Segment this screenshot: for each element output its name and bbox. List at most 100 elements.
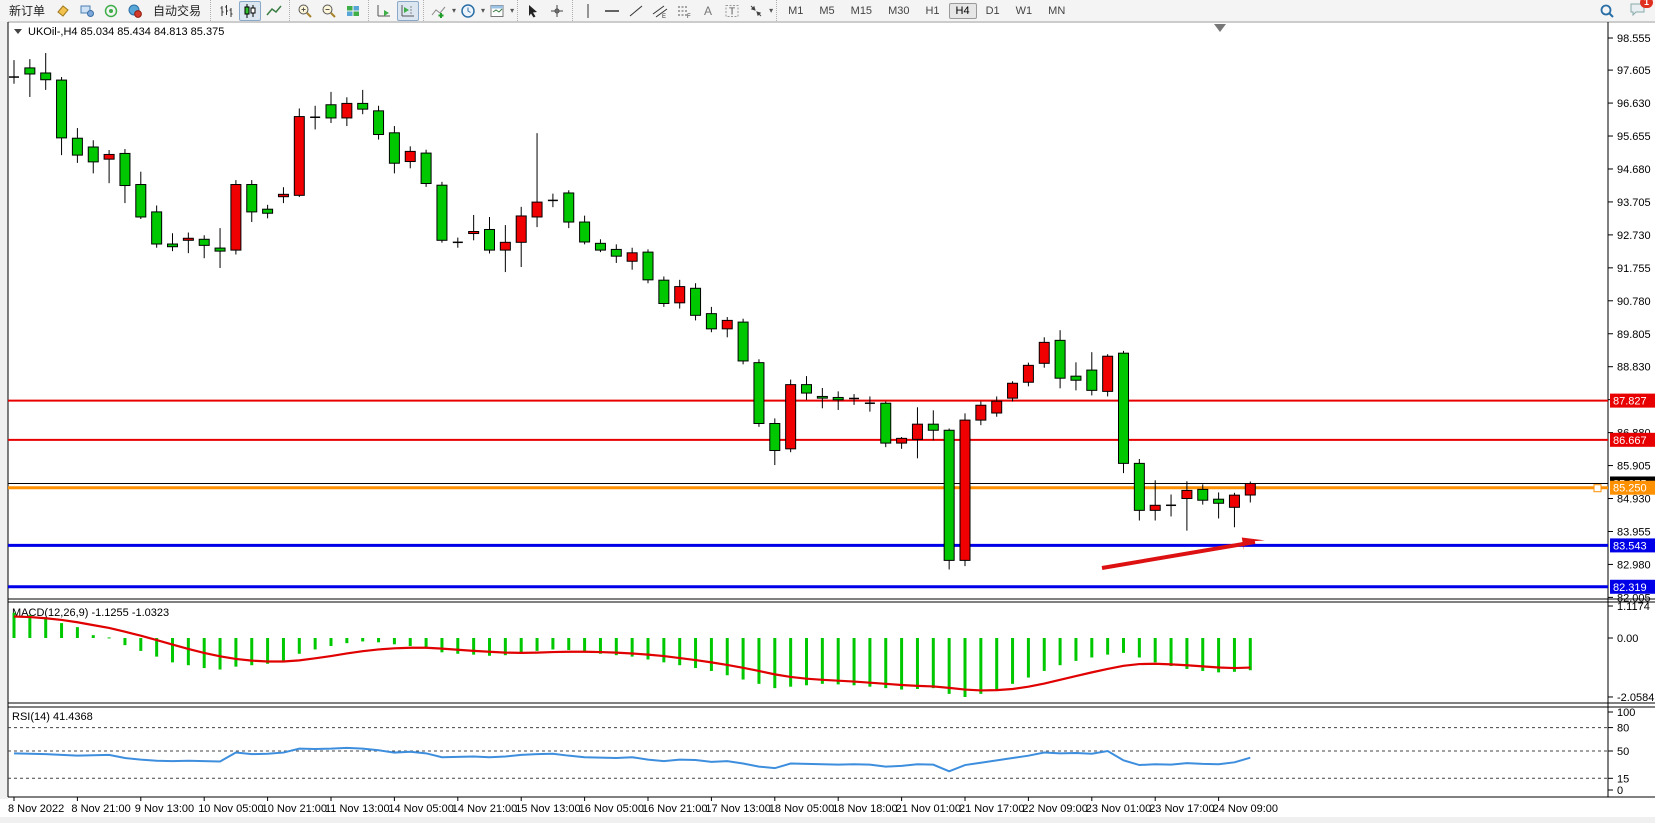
svg-text:MACD(12,26,9) -1.1255 -1.0323: MACD(12,26,9) -1.1255 -1.0323 [12, 607, 169, 619]
svg-text:87.827: 87.827 [1613, 396, 1647, 408]
svg-text:9 Nov 13:00: 9 Nov 13:00 [135, 803, 194, 815]
svg-text:17 Nov 13:00: 17 Nov 13:00 [705, 803, 770, 815]
toolbar-group-pointer [518, 0, 574, 21]
auto-scroll-icon[interactable] [373, 1, 395, 21]
svg-text:RSI(14) 41.4368: RSI(14) 41.4368 [12, 711, 93, 723]
toolbar-group-objects1: ▾ ▾ ▾ [424, 0, 519, 21]
tf-m15[interactable]: M15 [850, 4, 873, 17]
new-order-icon[interactable] [52, 1, 74, 21]
add-indicator-caret[interactable]: ▾ [452, 6, 457, 15]
svg-text:97.605: 97.605 [1617, 65, 1651, 77]
terminal-icon[interactable] [76, 1, 98, 21]
search-icon[interactable] [1596, 1, 1618, 21]
add-indicator-icon[interactable] [428, 1, 450, 21]
svg-text:F: F [687, 14, 691, 19]
svg-text:88.830: 88.830 [1617, 362, 1651, 374]
template-icon[interactable] [486, 1, 508, 21]
svg-text:95.655: 95.655 [1617, 131, 1651, 143]
svg-text:98.555: 98.555 [1617, 33, 1651, 45]
svg-text:8 Nov 21:00: 8 Nov 21:00 [71, 803, 130, 815]
toolbar-group-chartmode [211, 0, 291, 21]
svg-text:82.980: 82.980 [1617, 559, 1651, 571]
svg-text:85.250: 85.250 [1613, 483, 1647, 495]
svg-text:A: A [704, 4, 712, 18]
svg-text:93.705: 93.705 [1617, 197, 1651, 209]
svg-text:0: 0 [1617, 785, 1623, 797]
svg-text:23 Nov 17:00: 23 Nov 17:00 [1149, 803, 1214, 815]
period-caret[interactable]: ▾ [481, 6, 486, 15]
cursor-icon[interactable] [522, 1, 544, 21]
svg-text:24 Nov 09:00: 24 Nov 09:00 [1213, 803, 1278, 815]
svg-text:96.630: 96.630 [1617, 98, 1651, 110]
svg-text:21 Nov 17:00: 21 Nov 17:00 [959, 803, 1024, 815]
svg-text:E: E [662, 14, 666, 19]
svg-text:85.905: 85.905 [1617, 461, 1651, 473]
chart-canvas[interactable]: 98.555 97.605 96.630 95.655 94.680 93.705 92.7… [0, 21, 1655, 823]
svg-text:-2.0584: -2.0584 [1617, 692, 1654, 704]
svg-text:82.319: 82.319 [1613, 582, 1647, 594]
tf-m30[interactable]: M30 [888, 4, 910, 17]
toolbar-group-scroll [369, 0, 425, 21]
zoom-out-icon[interactable] [318, 1, 340, 21]
tf-m5[interactable]: M5 [819, 4, 835, 17]
fibonacci-icon[interactable]: F [673, 1, 695, 21]
tf-d1[interactable]: D1 [985, 4, 1000, 17]
toolbar: 新订单 自动交易 [0, 0, 1655, 22]
svg-text:15: 15 [1617, 773, 1629, 785]
svg-text:83.955: 83.955 [1617, 526, 1651, 538]
svg-text:18 Nov 18:00: 18 Nov 18:00 [832, 803, 897, 815]
text-label-icon[interactable]: T [721, 1, 743, 21]
chat-button[interactable]: 1 [1629, 0, 1653, 20]
chat-badge: 1 [1639, 0, 1653, 8]
bar-chart-mode-icon[interactable] [215, 1, 237, 21]
svg-text:83.543: 83.543 [1613, 540, 1647, 552]
equidistant-channel-icon[interactable]: E [649, 1, 671, 21]
arrows-caret[interactable]: ▾ [769, 6, 774, 15]
svg-text:11 Nov 13:00: 11 Nov 13:00 [325, 803, 390, 815]
svg-text:82.005: 82.005 [1617, 592, 1651, 604]
svg-text:92.730: 92.730 [1617, 230, 1651, 242]
svg-text:8 Nov 2022: 8 Nov 2022 [8, 803, 64, 815]
autotrade-icon[interactable] [124, 1, 146, 21]
svg-text:89.805: 89.805 [1617, 329, 1651, 341]
zoom-in-icon[interactable] [294, 1, 316, 21]
svg-text:16 Nov 21:00: 16 Nov 21:00 [642, 803, 707, 815]
svg-text:14 Nov 05:00: 14 Nov 05:00 [388, 803, 453, 815]
svg-text:94.680: 94.680 [1617, 164, 1651, 176]
trendline-icon[interactable] [625, 1, 647, 21]
svg-text:18 Nov 05:00: 18 Nov 05:00 [769, 803, 834, 815]
tf-w1[interactable]: W1 [1015, 4, 1033, 17]
line-chart-mode-icon[interactable] [263, 1, 285, 21]
svg-text:10 Nov 05:00: 10 Nov 05:00 [198, 803, 263, 815]
svg-text:21 Nov 01:00: 21 Nov 01:00 [896, 803, 961, 815]
svg-text:10 Nov 21:00: 10 Nov 21:00 [262, 803, 327, 815]
autotrade-button[interactable]: 自动交易 [153, 4, 202, 18]
tf-h1[interactable]: H1 [925, 4, 940, 17]
crosshair-icon[interactable] [546, 1, 568, 21]
arrows-icon[interactable] [745, 1, 767, 21]
toolbar-group-zoom [290, 0, 370, 21]
svg-text:14 Nov 21:00: 14 Nov 21:00 [452, 803, 517, 815]
period-icon[interactable] [457, 1, 479, 21]
svg-text:50: 50 [1617, 746, 1629, 758]
svg-text:UKOil-,H4 85.034 85.434 84.81: UKOil-,H4 85.034 85.434 84.813 85.375 [28, 26, 224, 38]
tf-m1[interactable]: M1 [788, 4, 804, 17]
new-order-button[interactable]: 新订单 [9, 4, 46, 18]
template-caret[interactable]: ▾ [510, 6, 515, 15]
tile-windows-icon[interactable] [342, 1, 364, 21]
horizontal-line-icon[interactable] [601, 1, 623, 21]
tf-h4[interactable]: H4 [948, 2, 977, 19]
svg-text:22 Nov 09:00: 22 Nov 09:00 [1022, 803, 1087, 815]
chart-shift-icon[interactable] [397, 0, 420, 21]
vertical-line-icon[interactable] [577, 1, 599, 21]
text-icon[interactable]: A [697, 1, 719, 21]
svg-text:80: 80 [1617, 723, 1629, 735]
toolbar-group-objects2: E F A T ▾ [573, 0, 778, 21]
svg-text:90.780: 90.780 [1617, 296, 1651, 308]
candlestick-mode-icon[interactable] [239, 0, 262, 21]
toolbar-group-timeframes: M1 M5 M15 M30 H1 H4 D1 W1 MN [777, 0, 1076, 21]
tf-mn[interactable]: MN [1048, 4, 1066, 17]
broadcast-icon[interactable] [100, 1, 122, 21]
svg-text:91.755: 91.755 [1617, 263, 1651, 275]
